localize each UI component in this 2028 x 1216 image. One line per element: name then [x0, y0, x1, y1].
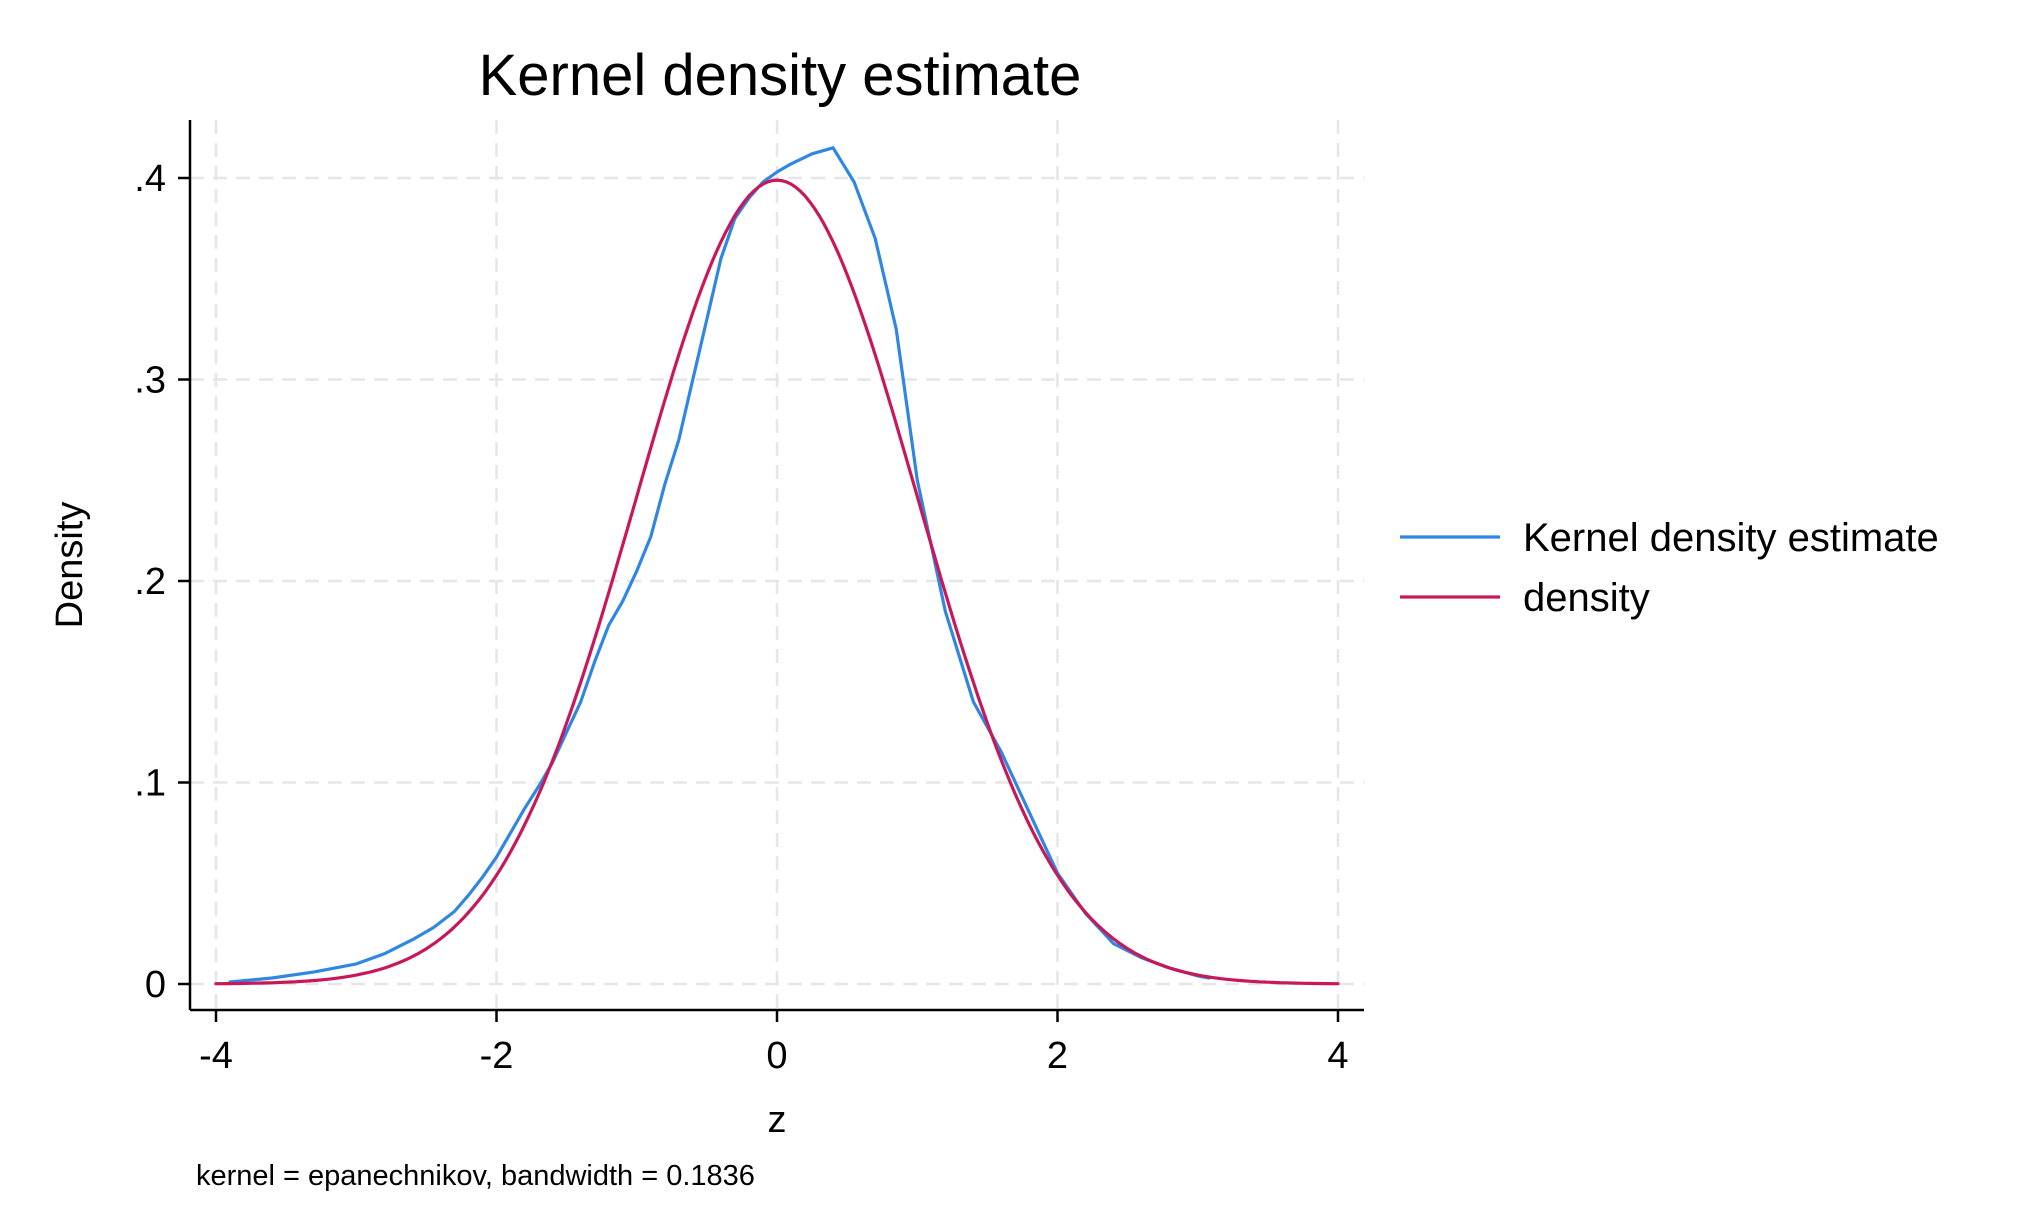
- series-line-normal-density: [214, 178, 1340, 986]
- y-tick-label: .2: [134, 561, 166, 603]
- series-lines: [214, 146, 1340, 986]
- x-ticks: -4 -2 0 2 4: [199, 1010, 1349, 1077]
- x-tick-label: -4: [199, 1035, 233, 1077]
- legend-label: density: [1523, 576, 1650, 620]
- y-tick-label: .3: [134, 360, 166, 402]
- chart-note: kernel = epanechnikov, bandwidth = 0.183…: [196, 1160, 755, 1192]
- y-tick-label: .1: [134, 763, 166, 805]
- series-line-kernel-density: [228, 146, 1211, 984]
- x-tick-label: 0: [766, 1035, 787, 1077]
- x-tick-label: -2: [480, 1035, 514, 1077]
- legend-label: Kernel density estimate: [1523, 516, 1939, 560]
- y-axis-title: Density: [49, 502, 91, 629]
- x-tick-label: 4: [1327, 1035, 1348, 1077]
- legend: Kernel density estimate density: [1400, 516, 1939, 620]
- x-axis-title: z: [768, 1099, 787, 1141]
- gridlines: [190, 120, 1364, 1010]
- x-tick-label: 2: [1047, 1035, 1068, 1077]
- y-tick-label: 0: [145, 964, 166, 1006]
- chart-title: Kernel density estimate: [479, 43, 1082, 108]
- y-tick-label: .4: [134, 158, 166, 200]
- y-ticks: 0 .1 .2 .3 .4: [134, 158, 190, 1006]
